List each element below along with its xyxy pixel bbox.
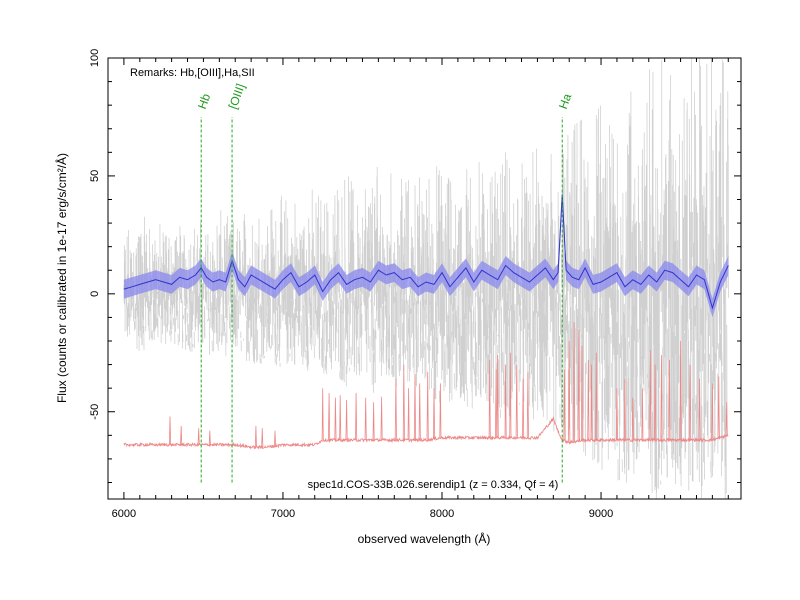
y-tick-label: 50 [89, 170, 101, 182]
sky-line-20 [418, 383, 421, 441]
sky-line-12 [355, 392, 358, 441]
sky-line-36 [580, 345, 583, 441]
sky-line-7 [321, 388, 324, 441]
x-tick-label: 7000 [271, 508, 295, 520]
sky-line-37 [587, 359, 590, 441]
y-axis-title: Flux (counts or calibrated in 1e-17 erg/… [54, 153, 69, 403]
line-label-0: Hb [195, 91, 214, 111]
line-label-2: Ha [556, 91, 575, 111]
axes-layer: 6000 7000 8000 9000 -50 0 50 100 [89, 49, 742, 520]
smoothed-spectrum-layer [123, 185, 729, 318]
sky-line-17 [402, 364, 405, 441]
sky-line-47 [668, 359, 671, 441]
sky-line-13 [364, 397, 367, 441]
sky-line-16 [394, 378, 397, 441]
sky-line-49 [689, 364, 692, 441]
sky-line-52 [717, 376, 720, 439]
sky-spectrum-layer [123, 322, 729, 450]
smoothed-spectrum-line [123, 194, 729, 310]
x-axis-title: observed wavelength (Å) [358, 531, 491, 546]
sky-line-40 [615, 388, 618, 441]
sky-line-45 [654, 364, 657, 441]
object-label: spec1d.COS-33B.026.serendip1 (z = 0.334,… [308, 479, 559, 491]
sky-line-32 [563, 369, 566, 441]
sky-line-43 [641, 388, 644, 441]
y-tick-label: 100 [89, 49, 101, 67]
sky-line-23 [439, 383, 442, 438]
sky-line-4 [254, 425, 257, 448]
sky-line-6 [274, 430, 276, 446]
sky-line-28 [509, 352, 512, 438]
sky-line-30 [522, 378, 525, 438]
smoothed-uncertainty-band [123, 185, 729, 318]
sky-line-42 [631, 397, 634, 441]
sky-line-10 [339, 395, 342, 441]
sky-line-34 [573, 322, 575, 442]
sky-line-29 [515, 364, 518, 438]
sky-line-26 [496, 355, 499, 438]
sky-line-31 [526, 371, 529, 438]
sky-line-44 [649, 350, 652, 441]
x-tick-label: 6000 [112, 508, 136, 520]
sky-spectrum-baseline [123, 416, 729, 450]
sky-line-22 [433, 388, 436, 439]
sky-line-53 [725, 402, 728, 436]
sky-line-27 [504, 364, 507, 438]
sky-line-48 [679, 340, 682, 441]
sky-line-50 [698, 378, 701, 441]
sky-line-33 [568, 340, 571, 443]
y-tick-label: 0 [89, 291, 101, 297]
x-tick-label: 9000 [589, 508, 613, 520]
sky-line-19 [413, 373, 416, 441]
sky-line-51 [711, 383, 714, 441]
sky-line-14 [372, 402, 375, 441]
sky-line-1 [180, 425, 183, 445]
y-tick-label: -50 [89, 404, 101, 420]
sky-line-8 [328, 392, 331, 441]
sky-line-9 [334, 397, 337, 441]
line-label-1: [OIII] [226, 82, 248, 111]
sky-line-2 [197, 428, 200, 445]
sky-line-41 [623, 378, 626, 441]
plot-frame [107, 57, 742, 500]
sky-line-11 [345, 399, 348, 441]
sky-line-3 [208, 430, 211, 445]
sky-line-18 [407, 388, 410, 441]
sky-line-25 [495, 369, 498, 438]
sky-line-21 [426, 371, 429, 440]
sky-line-39 [595, 352, 598, 441]
sky-line-46 [660, 355, 663, 441]
sky-line-0 [169, 416, 172, 445]
remarks-text: Remarks: Hb,[OIII],Ha,SII [130, 67, 255, 79]
sky-line-35 [577, 329, 580, 442]
x-tick-label: 8000 [430, 508, 454, 520]
sky-line-15 [380, 397, 383, 441]
sky-line-38 [590, 364, 593, 441]
sky-line-24 [488, 359, 491, 438]
sky-line-5 [261, 428, 264, 448]
